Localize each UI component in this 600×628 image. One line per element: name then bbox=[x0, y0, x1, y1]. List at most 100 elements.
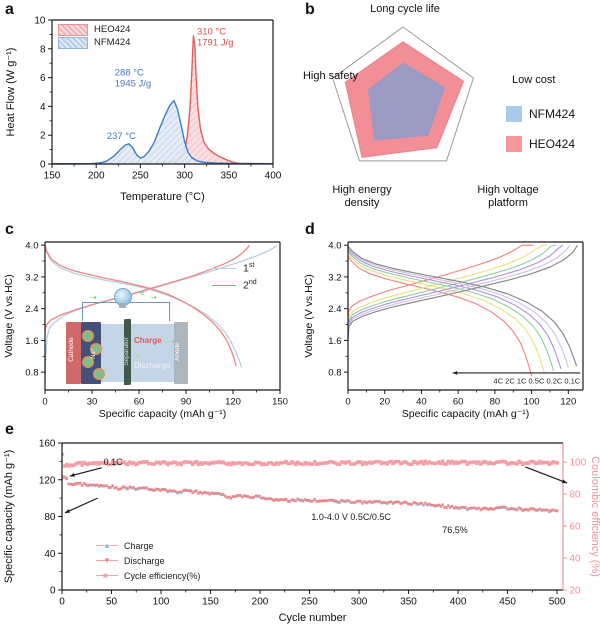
legend-item-discharge: ▼ Discharge bbox=[96, 553, 200, 568]
svg-text:100: 100 bbox=[153, 597, 170, 608]
svg-text:40: 40 bbox=[44, 549, 56, 560]
svg-text:60: 60 bbox=[134, 397, 145, 408]
svg-text:300: 300 bbox=[351, 597, 368, 608]
panel-letter-b: b bbox=[305, 1, 315, 18]
second-cycle-label: 2nd bbox=[243, 279, 257, 292]
cathode-slab bbox=[66, 322, 81, 384]
panel-letter-e: e bbox=[5, 421, 14, 438]
first-cycle-line bbox=[212, 268, 236, 269]
panel-b-radar: b Long cycle life Low cost High voltage … bbox=[300, 0, 600, 220]
panel-letter-c: c bbox=[5, 221, 14, 238]
svg-text:1.0-4.0 V 0.5C/0.5C: 1.0-4.0 V 0.5C/0.5C bbox=[311, 512, 391, 522]
svg-text:80: 80 bbox=[570, 490, 582, 501]
svg-text:80: 80 bbox=[44, 512, 56, 523]
svg-text:400: 400 bbox=[450, 597, 467, 608]
svg-text:4: 4 bbox=[40, 102, 46, 113]
panel-d-rate-capability: d 0 20 40 60 80 100 120 0.8 1.6 2.4 3.2 4.0 Specific… bbox=[300, 220, 600, 420]
svg-text:350: 350 bbox=[220, 171, 237, 182]
svg-text:80: 80 bbox=[490, 397, 501, 408]
battery-schematic-inset: e⁻ ⇢ ⇢ Cathode Separator Anode Na⁺ Charg… bbox=[64, 288, 206, 390]
electron-label: e⁻ bbox=[140, 290, 148, 297]
svg-text:500: 500 bbox=[549, 597, 566, 608]
sodium-ion bbox=[93, 368, 105, 380]
svg-text:0: 0 bbox=[42, 397, 47, 408]
svg-text:4.0: 4.0 bbox=[25, 241, 38, 252]
svg-text:0: 0 bbox=[40, 160, 46, 171]
svg-text:150: 150 bbox=[202, 597, 219, 608]
electron-arrow-right-icon: ⇢ bbox=[150, 293, 157, 302]
legend-item-efficiency: ■ Cycle efficiency(%) bbox=[96, 568, 200, 583]
svg-text:400: 400 bbox=[265, 171, 282, 182]
svg-text:0.8: 0.8 bbox=[328, 368, 341, 379]
sodium-ion bbox=[82, 356, 94, 368]
rate-capability-chart: 0 20 40 60 80 100 120 0.8 1.6 2.4 3.2 4.0 Specific c… bbox=[303, 241, 584, 420]
svg-text:20: 20 bbox=[379, 397, 390, 408]
nfm424-label: NFM424 bbox=[94, 37, 131, 48]
svg-text:350: 350 bbox=[400, 597, 417, 608]
svg-text:200: 200 bbox=[88, 171, 105, 182]
svg-text:Specific capacity (mAh g⁻¹): Specific capacity (mAh g⁻¹) bbox=[402, 408, 530, 420]
cycling-performance-chart: 0 50 100 150 200 250 300 350 400 450 500 0 40 80 120 16… bbox=[3, 439, 600, 625]
charge-label: Charge bbox=[134, 336, 162, 345]
svg-text:50: 50 bbox=[106, 597, 118, 608]
svg-text:Voltage (V vs.HC): Voltage (V vs.HC) bbox=[303, 274, 315, 357]
svg-text:40: 40 bbox=[416, 397, 427, 408]
discharge-arrow-icon: ← bbox=[134, 350, 142, 359]
charge-marker-icon: ▲ bbox=[103, 540, 111, 550]
svg-text:160: 160 bbox=[39, 439, 56, 450]
radar-chart bbox=[332, 26, 474, 162]
discharge-line: ▼ bbox=[96, 556, 118, 564]
panel-a-dsc: a 150 200 250 300 350 400 0 2 4 6 8 10 Temperature (… bbox=[0, 0, 300, 220]
discharge-label: Discharge bbox=[134, 361, 171, 370]
svg-text:8: 8 bbox=[40, 44, 46, 55]
bulb-base bbox=[119, 303, 126, 308]
heo424-label: HEO424 bbox=[94, 24, 131, 35]
svg-text:300: 300 bbox=[176, 171, 193, 182]
svg-text:200: 200 bbox=[252, 597, 269, 608]
svg-text:0.1C: 0.1C bbox=[104, 457, 124, 467]
legend-item-charge: ▲ Charge bbox=[96, 538, 200, 553]
svg-text:120: 120 bbox=[39, 475, 56, 486]
radar-axis-high-energy-density: High energy density bbox=[332, 184, 392, 209]
efficiency-marker-icon: ■ bbox=[103, 570, 108, 580]
charge-line: ▲ bbox=[96, 541, 118, 549]
second-cycle-line bbox=[212, 285, 236, 286]
svg-text:120: 120 bbox=[560, 397, 576, 408]
svg-text:150: 150 bbox=[44, 171, 61, 182]
legend-item-heo424: HEO424 bbox=[58, 23, 130, 36]
svg-text:3.2: 3.2 bbox=[328, 272, 341, 283]
legend-item-2nd: 2nd bbox=[212, 277, 257, 294]
heo424-swatch bbox=[58, 23, 88, 36]
radar-axis-low-cost: Low cost bbox=[512, 74, 556, 86]
dsc-legend: HEO424 NFM424 bbox=[58, 23, 130, 49]
legend-item-1st: 1st bbox=[212, 260, 257, 277]
efficiency-label: Cycle efficiency(%) bbox=[124, 570, 201, 581]
charge-label: Charge bbox=[124, 540, 154, 551]
cathode-label: Cathode bbox=[67, 337, 75, 362]
heo424-label: HEO424 bbox=[529, 137, 576, 151]
voltage-capacity-chart: 0 30 60 90 120 150 0.8 1.6 2.4 3.2 4.0 Specific cap… bbox=[3, 241, 288, 420]
panel-c-first-cycles: c 0 30 60 90 120 150 0.8 1.6 2.4 3.2 4.0 Specific c… bbox=[0, 220, 300, 420]
panel-e-cycling: e 0 50 100 150 200 250 300 350 400 450 500 0 40 80 120… bbox=[0, 420, 600, 628]
efficiency-line: ■ bbox=[96, 571, 118, 579]
svg-text:20: 20 bbox=[570, 586, 582, 597]
svg-text:6: 6 bbox=[40, 73, 46, 84]
discharge-label: Discharge bbox=[124, 555, 165, 566]
svg-text:Cycle number: Cycle number bbox=[279, 612, 347, 624]
legend-item-nfm424: NFM424 bbox=[58, 36, 130, 49]
svg-text:10: 10 bbox=[34, 16, 46, 27]
svg-text:0: 0 bbox=[59, 597, 65, 608]
sodium-ion bbox=[90, 343, 102, 355]
cycle-legend: 1st 2nd bbox=[212, 260, 257, 294]
svg-text:Heat Flow (W g⁻¹): Heat Flow (W g⁻¹) bbox=[5, 48, 17, 137]
svg-text:150: 150 bbox=[272, 397, 288, 408]
first-cycle-label: 1st bbox=[243, 262, 255, 275]
svg-text:3.2: 3.2 bbox=[25, 272, 38, 283]
panel-letter-d: d bbox=[305, 221, 315, 238]
svg-text:Coulombic efficiency (%): Coulombic efficiency (%) bbox=[589, 456, 600, 577]
svg-text:0.8: 0.8 bbox=[25, 368, 38, 379]
svg-text:60: 60 bbox=[570, 522, 582, 533]
